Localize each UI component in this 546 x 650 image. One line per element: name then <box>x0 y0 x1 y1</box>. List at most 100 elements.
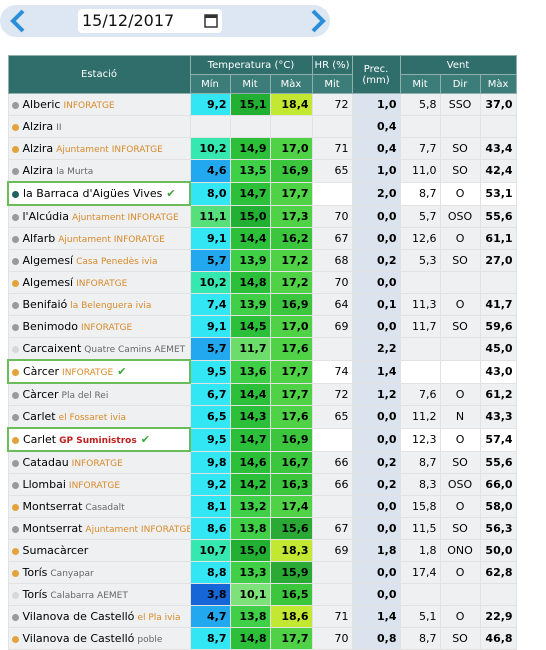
value-cell: 0,2 <box>351 450 401 474</box>
value-cell: SO <box>439 137 481 160</box>
station-name: Benimodo <box>22 320 79 333</box>
header-sub: Mín <box>189 74 231 94</box>
value-cell: 72 <box>311 93 353 116</box>
value-cell: 17,4 <box>399 561 441 584</box>
station-name: Alfarb <box>22 232 56 245</box>
value-cell: 67 <box>311 517 353 540</box>
station-name: Càrcer <box>22 388 59 401</box>
value-cell: 58,0 <box>479 495 517 518</box>
station-row: Sumacàrcer 10,7 15,0 18,3 69 1,8 1,8 ONO 50,0 <box>7 539 517 562</box>
value-cell: 61,2 <box>479 382 517 406</box>
value-cell: 43,3 <box>479 405 517 429</box>
value-cell: 56,3 <box>479 517 517 540</box>
value-cell: 18,4 <box>269 93 313 116</box>
station-source: Quatre Camins AEMET <box>84 345 186 355</box>
station-name: Llombai <box>22 478 66 491</box>
value-cell: SO <box>439 450 481 474</box>
header-sub: Màx <box>479 74 517 94</box>
station-name: Algemesí <box>22 254 74 267</box>
value-cell: 17,2 <box>269 249 313 272</box>
value-cell: 5,7 <box>399 204 441 228</box>
value-cell: 4,6 <box>189 159 231 183</box>
station-cell: Vilanova de Castelló el Pla ivia <box>7 605 191 628</box>
date-input[interactable]: 15/12/2017 <box>78 9 222 33</box>
next-day[interactable] <box>304 7 330 35</box>
station-cell: Alzira II <box>7 115 191 138</box>
value-cell: 13,8 <box>229 517 271 540</box>
value-cell: 16,9 <box>269 427 313 452</box>
value-cell: 14,9 <box>229 137 271 160</box>
station-name: Catadau <box>22 456 69 469</box>
value-cell: 11,1 <box>189 204 231 228</box>
value-cell: O <box>439 427 481 452</box>
status-dot <box>11 345 19 353</box>
value-cell <box>311 561 353 584</box>
value-cell: 43,4 <box>479 137 517 160</box>
station-cell: Benimodo INFORATGE <box>7 315 191 338</box>
value-cell: 8,8 <box>189 561 231 584</box>
value-cell: 0,1 <box>351 293 401 316</box>
station-cell: Carcaixent Quatre Camins AEMET <box>7 337 191 361</box>
station-cell: Benifaió la Belenguera ivia <box>7 293 191 316</box>
value-cell: N <box>439 405 481 429</box>
status-dot <box>12 436 19 444</box>
value-cell: 10,1 <box>229 583 271 606</box>
header-sub: Mit <box>311 74 353 94</box>
value-cell: 62,8 <box>479 561 517 584</box>
calendar-icon[interactable] <box>204 13 218 28</box>
value-cell: 69 <box>311 539 353 562</box>
status-dot <box>11 481 19 489</box>
station-row: la Barraca d'Aigües Vives ✔ 8,0 14,7 17,7 2,0… <box>7 181 517 206</box>
value-cell <box>439 115 481 138</box>
value-cell: 14,4 <box>229 382 271 406</box>
value-cell: 55,6 <box>479 450 517 474</box>
station-cell: Montserrat Casadalt <box>7 495 191 518</box>
value-cell: 66 <box>311 450 353 474</box>
value-cell: 70 <box>311 627 353 650</box>
value-cell: 13,9 <box>229 293 271 316</box>
value-cell: 0,0 <box>351 271 401 294</box>
value-cell: O <box>439 382 481 406</box>
prev-day[interactable] <box>6 7 32 35</box>
value-cell: SO <box>439 315 481 338</box>
value-cell: 13,2 <box>229 495 271 518</box>
value-cell: 59,6 <box>479 315 517 338</box>
value-cell: 70 <box>311 204 353 228</box>
value-cell: 17,2 <box>269 271 313 294</box>
value-cell: 14,6 <box>229 450 271 474</box>
station-cell: Torís Canyapar <box>7 561 191 584</box>
status-dot <box>11 213 19 221</box>
value-cell: 14,7 <box>229 427 271 452</box>
value-cell: 37,0 <box>479 93 517 116</box>
station-row: Carlet GP Suministros ✔ 9,5 14,7 16,9 0,0 12,3 O… <box>7 427 517 452</box>
value-cell: 1,8 <box>351 539 401 562</box>
station-source: Ajuntament INFORATGE <box>56 145 163 155</box>
station-row: l'Alcúdia Ajuntament INFORATGE 11,1 15,0 17,… <box>7 204 517 228</box>
station-cell: Alfarb Ajuntament INFORATGE <box>7 227 191 250</box>
station-cell: Alzira la Murta <box>7 159 191 183</box>
value-cell: 10,2 <box>189 271 231 294</box>
value-cell: 12,6 <box>399 227 441 250</box>
status-dot <box>11 123 19 131</box>
value-cell: 65 <box>311 405 353 429</box>
value-cell: 17,7 <box>269 627 313 650</box>
station-row: Alzira Ajuntament INFORATGE 10,2 14,9 17,0 71… <box>7 137 517 160</box>
value-cell: SO <box>439 627 481 650</box>
value-cell: 15,0 <box>229 204 271 228</box>
value-cell: 69 <box>311 315 353 338</box>
value-cell: 65 <box>311 159 353 183</box>
value-cell: 71 <box>311 605 353 628</box>
station-source: INFORATGE <box>81 323 133 333</box>
value-cell <box>311 427 353 452</box>
station-source: el Pla ivia <box>137 613 181 623</box>
status-dot <box>11 257 19 265</box>
value-cell <box>479 271 517 294</box>
station-source: Ajuntament INFORATGE <box>58 235 165 245</box>
station-source: la Belenguera ivia <box>70 301 152 311</box>
value-cell: 22,9 <box>479 605 517 628</box>
value-cell: 46,8 <box>479 627 517 650</box>
station-source: INFORATGE <box>63 101 115 111</box>
value-cell: 8,0 <box>189 181 231 206</box>
value-cell: 13,5 <box>229 159 271 183</box>
station-name: Alzira <box>22 120 54 133</box>
